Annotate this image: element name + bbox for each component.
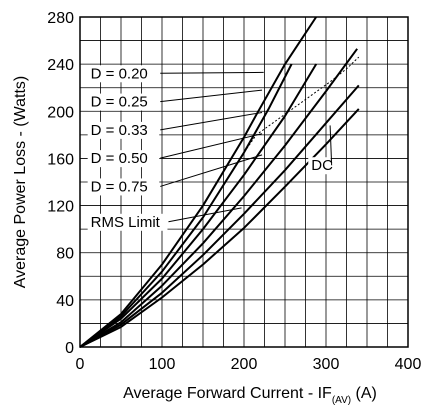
- annotation-background: [87, 65, 160, 83]
- curves: [79, 16, 360, 348]
- y-tick-label: 120: [47, 199, 74, 216]
- series-line-1: [79, 63, 293, 348]
- x-tick-label: 400: [395, 356, 422, 373]
- series-line-5: [79, 108, 360, 348]
- annotations: D = 0.20 D = 0.25 D = 0.33 D = 0.50 D = 0.75…: [87, 65, 333, 231]
- annotation-leader-line: [160, 133, 263, 159]
- y-tick-label: 280: [47, 10, 74, 27]
- y-tick-label: 160: [47, 151, 74, 168]
- annotation-label: DC: [311, 157, 333, 174]
- y-axis-label: Average Power Loss - (Watts): [12, 76, 29, 289]
- annotation-background: [87, 121, 160, 139]
- series-line-3: [79, 48, 358, 348]
- annotation-background: [87, 213, 168, 231]
- annotation-leader-line: [160, 111, 263, 131]
- annotation-background: [308, 157, 331, 175]
- y-tick-label: 80: [56, 246, 74, 263]
- x-tick-label: 200: [231, 356, 258, 373]
- annotation-leader-line: [160, 71, 264, 74]
- annotation-background: [87, 178, 160, 196]
- annotation-label: D = 0.75: [91, 178, 148, 195]
- y-tick-label: 200: [47, 104, 74, 121]
- annotation-leader-line: [168, 207, 242, 223]
- annotation-background: [87, 93, 160, 111]
- x-tick-label: 100: [149, 356, 176, 373]
- annotation-label: D = 0.50: [91, 150, 148, 167]
- annotation-leader-line: [160, 154, 263, 187]
- grid: [80, 17, 408, 347]
- y-tick-label: 40: [56, 293, 74, 310]
- x-tick-label: 300: [313, 356, 340, 373]
- y-axis-ticks: 0 40 80 120 160 200 240 280: [47, 10, 74, 357]
- series-line-2: [79, 63, 318, 348]
- annotation-background: [87, 150, 160, 168]
- annotation-label: D = 0.20: [91, 65, 148, 82]
- annotation-label: RMS Limit: [91, 214, 161, 231]
- x-tick-label: 0: [76, 356, 85, 373]
- x-axis-label: Average Forward Current - IF(AV) (A): [123, 385, 377, 406]
- series-line-0: [79, 16, 317, 348]
- y-tick-label: 0: [65, 340, 74, 357]
- y-tick-label: 240: [47, 57, 74, 74]
- annotation-leader-line: [160, 89, 263, 103]
- x-axis-ticks: 0 100 200 300 400: [76, 356, 422, 373]
- annotation-label: D = 0.25: [91, 94, 148, 111]
- series-line-4: [79, 84, 360, 348]
- annotation-label: D = 0.33: [91, 122, 148, 139]
- plot-frame: [79, 16, 409, 348]
- annotation-leader-line: [329, 125, 333, 166]
